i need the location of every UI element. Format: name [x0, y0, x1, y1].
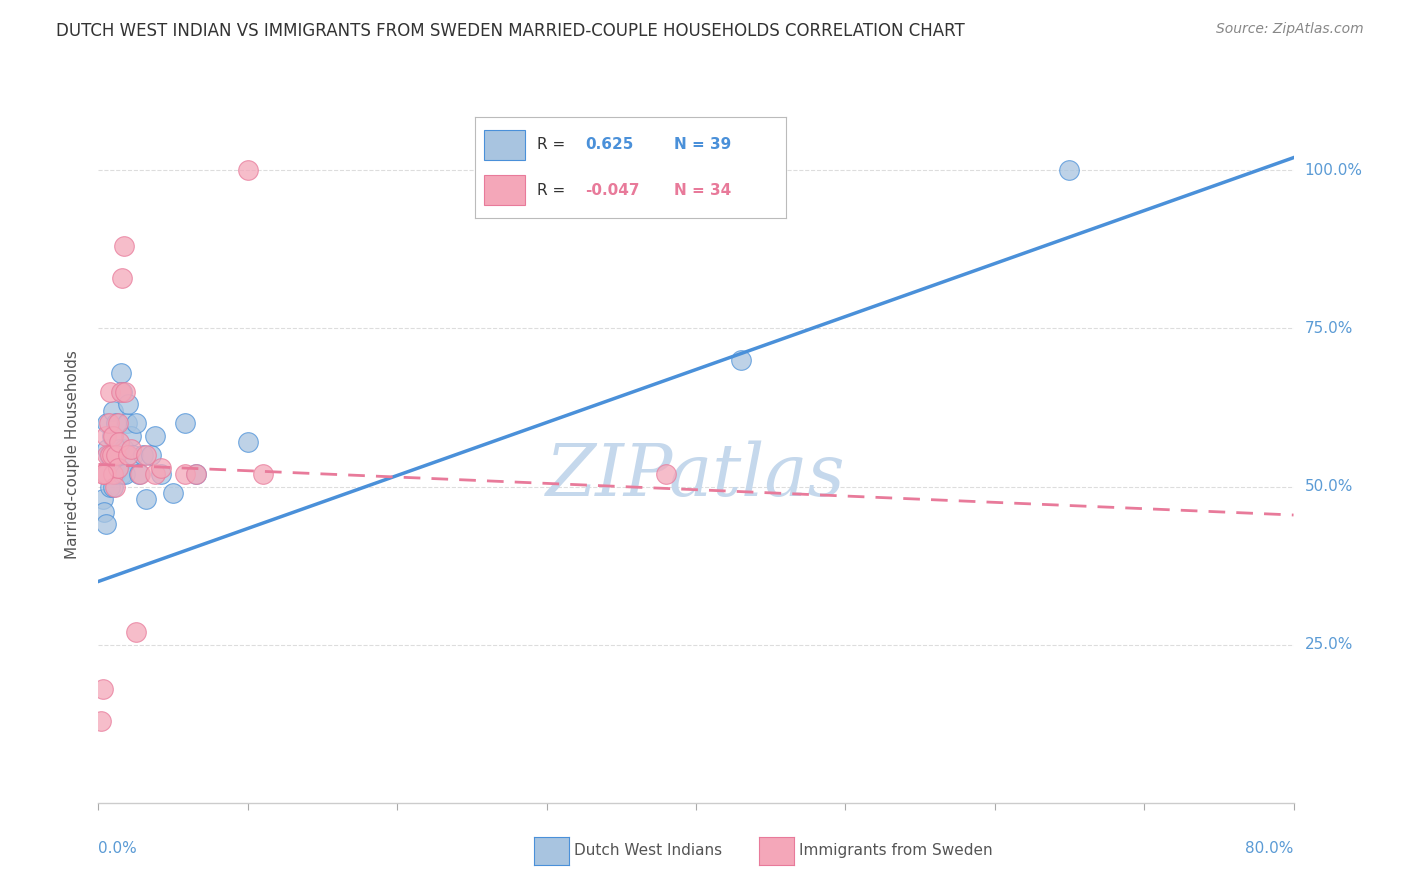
Text: 0.0%: 0.0% [98, 841, 138, 856]
Point [236, 435, 259, 450]
Text: 75.0%: 75.0% [1305, 321, 1353, 336]
Point [115, 417, 138, 431]
Text: 25.0%: 25.0% [1305, 637, 1353, 652]
Text: Immigrants from Sweden: Immigrants from Sweden [799, 844, 993, 858]
Point [101, 448, 124, 462]
Point [111, 384, 134, 399]
Point [91, 492, 114, 507]
Point [94, 517, 117, 532]
Point [174, 467, 197, 481]
Point [103, 403, 125, 417]
Point [103, 467, 125, 481]
Point [91, 681, 114, 696]
Point [103, 429, 125, 443]
Point [111, 270, 134, 285]
Point [135, 492, 157, 507]
Point [96, 448, 118, 462]
Y-axis label: Married-couple Households: Married-couple Households [65, 351, 80, 559]
Point [184, 467, 207, 481]
Point [162, 486, 184, 500]
Point [98, 384, 122, 399]
Point [112, 442, 135, 456]
Point [98, 448, 122, 462]
Point [90, 714, 112, 728]
Point [105, 448, 128, 462]
Point [114, 467, 136, 481]
Point [103, 479, 125, 493]
Point [110, 366, 132, 380]
Point [174, 417, 197, 431]
Point [150, 467, 173, 481]
Point [125, 625, 148, 640]
Point [93, 505, 115, 519]
Point [143, 429, 166, 443]
Point [730, 353, 752, 368]
Point [91, 467, 114, 481]
Text: DUTCH WEST INDIAN VS IMMIGRANTS FROM SWEDEN MARRIED-COUPLE HOUSEHOLDS CORRELATIO: DUTCH WEST INDIAN VS IMMIGRANTS FROM SWE… [56, 22, 965, 40]
Point [104, 467, 127, 481]
Point [1059, 163, 1081, 178]
Point [129, 467, 152, 481]
Point [117, 397, 139, 411]
Point [98, 479, 122, 493]
Text: Source: ZipAtlas.com: Source: ZipAtlas.com [1216, 22, 1364, 37]
Text: 50.0%: 50.0% [1305, 479, 1353, 494]
Point [135, 448, 157, 462]
Point [96, 442, 118, 456]
Point [120, 442, 142, 456]
Point [94, 467, 117, 481]
Point [236, 163, 259, 178]
Point [128, 467, 150, 481]
Point [110, 384, 132, 399]
Point [252, 467, 274, 481]
Point [150, 460, 173, 475]
Text: 100.0%: 100.0% [1305, 163, 1362, 178]
Point [94, 429, 117, 443]
Point [117, 448, 139, 462]
Point [105, 448, 128, 462]
Point [93, 467, 115, 481]
Text: 80.0%: 80.0% [1246, 841, 1294, 856]
Point [94, 467, 117, 481]
Point [107, 460, 129, 475]
Point [101, 454, 124, 468]
Point [114, 384, 136, 399]
Point [111, 467, 134, 481]
Point [108, 435, 131, 450]
Text: ZIPatlas: ZIPatlas [546, 441, 846, 511]
Point [104, 479, 127, 493]
Text: Dutch West Indians: Dutch West Indians [574, 844, 721, 858]
Point [143, 467, 166, 481]
Point [97, 448, 120, 462]
Point [139, 448, 162, 462]
Point [96, 417, 118, 431]
Point [184, 467, 207, 481]
Point [121, 448, 143, 462]
Point [655, 467, 678, 481]
Point [105, 417, 128, 431]
Point [101, 429, 124, 443]
Point [107, 460, 129, 475]
Point [132, 448, 155, 462]
Point [97, 417, 120, 431]
Point [125, 417, 148, 431]
Point [112, 239, 135, 253]
Point [120, 429, 142, 443]
Point [107, 417, 129, 431]
Point [108, 442, 131, 456]
